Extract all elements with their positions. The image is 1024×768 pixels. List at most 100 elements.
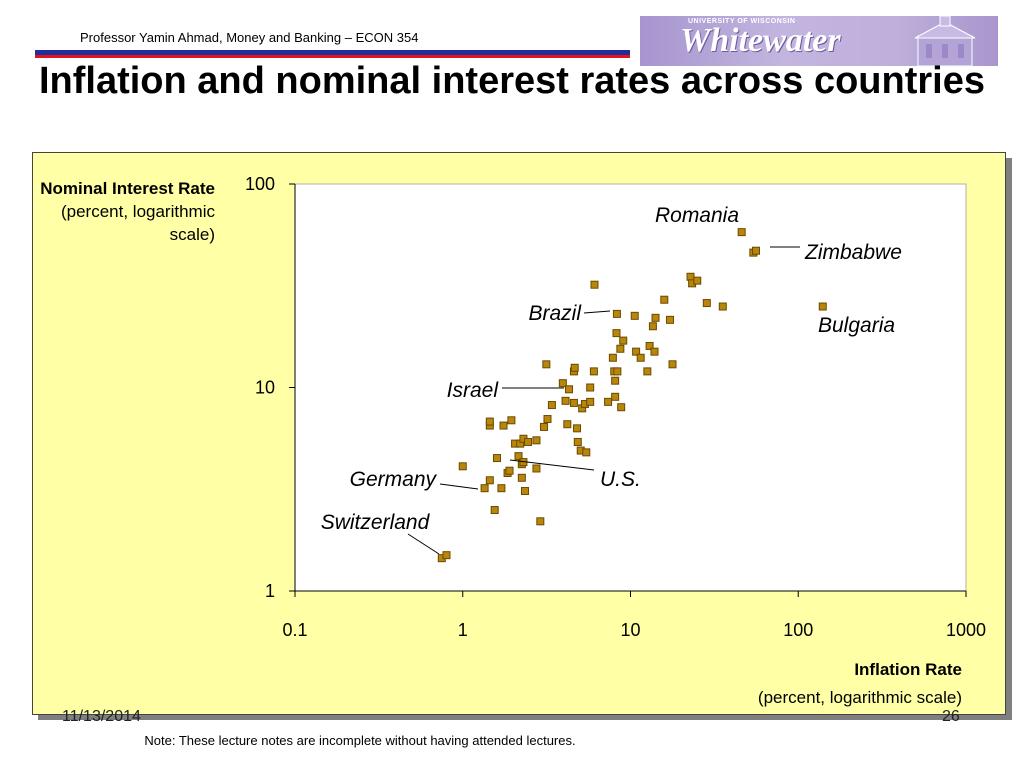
data-point <box>563 420 572 429</box>
data-point <box>666 315 675 324</box>
data-point <box>542 360 551 369</box>
data-point <box>686 272 695 281</box>
data-point <box>611 376 620 385</box>
data-point <box>737 228 746 237</box>
data-point <box>480 484 489 493</box>
data-point <box>612 329 621 338</box>
data-point <box>586 397 595 406</box>
data-point <box>752 246 761 255</box>
annotation-bulgaria: Bulgaria <box>818 314 895 337</box>
data-point <box>632 347 641 356</box>
y-axis-title: Nominal Interest Rate <box>40 179 215 198</box>
data-point <box>492 454 501 463</box>
x-tick-label: 10 <box>620 620 640 640</box>
data-point <box>543 415 552 424</box>
data-point <box>645 341 654 350</box>
course-header: Professor Yamin Ahmad, Money and Banking… <box>80 30 419 45</box>
data-point <box>569 398 578 407</box>
annotation-leader-switzerland <box>407 533 440 555</box>
data-point <box>617 403 626 412</box>
data-point <box>532 436 541 445</box>
data-point <box>651 313 660 322</box>
data-point <box>539 422 548 431</box>
data-point <box>490 506 499 515</box>
x-tick-label: 0.1 <box>282 620 307 640</box>
data-point <box>558 379 567 388</box>
data-point <box>458 462 467 471</box>
logo-wordmark: Whitewater <box>680 22 841 59</box>
data-point <box>573 437 582 446</box>
x-axis-label: Inflation Rate (percent, logarithmic sca… <box>758 656 962 712</box>
data-point <box>619 336 628 345</box>
data-point <box>524 437 533 446</box>
x-axis-subtitle: (percent, logarithmic scale) <box>757 688 962 707</box>
annotation-romania: Romania <box>655 204 739 227</box>
x-tick-label: 1 <box>458 620 468 640</box>
data-point <box>636 353 645 362</box>
annotation-leader-us <box>509 459 595 471</box>
data-point <box>442 551 451 560</box>
data-point <box>660 295 669 304</box>
annotation-brazil: Brazil <box>528 302 582 325</box>
annotation-leader-brazil <box>583 310 611 314</box>
logo-university-text: UNIVERSITY OF WISCONSIN <box>688 18 796 25</box>
data-point <box>570 363 579 372</box>
header-rule-red <box>35 55 630 58</box>
data-point <box>648 322 657 331</box>
slide-title: Inflation and nominal interest rates acr… <box>38 60 985 102</box>
data-point <box>702 299 711 308</box>
data-point <box>630 311 639 320</box>
header-rule-blue <box>35 50 630 55</box>
data-point <box>650 347 659 356</box>
data-point <box>590 280 599 289</box>
data-point <box>608 353 617 362</box>
data-point <box>565 385 574 394</box>
data-point <box>611 392 620 401</box>
data-point <box>589 367 598 376</box>
y-tick-label: 1 <box>265 581 275 601</box>
footer-page-number: 26 <box>942 708 960 725</box>
data-point <box>616 344 625 353</box>
data-point <box>668 360 677 369</box>
data-point <box>643 367 652 376</box>
data-point <box>573 424 582 433</box>
data-point <box>613 367 622 376</box>
data-point <box>485 476 494 485</box>
x-tick-label: 1000 <box>946 620 986 640</box>
data-point <box>517 473 526 482</box>
data-point <box>586 383 595 392</box>
data-point <box>612 309 621 318</box>
annotation-israel: Israel <box>447 379 500 402</box>
data-point <box>499 421 508 430</box>
data-point <box>507 416 516 425</box>
data-point <box>505 466 514 475</box>
building-icon <box>914 16 976 66</box>
data-point <box>536 517 545 526</box>
data-point <box>693 276 702 285</box>
data-point <box>818 302 827 311</box>
data-point <box>561 396 570 405</box>
x-tick-label: 100 <box>783 620 813 640</box>
data-point <box>532 464 541 473</box>
annotation-leader-germany <box>439 483 479 490</box>
y-tick-label: 10 <box>255 378 275 398</box>
data-point <box>547 401 556 410</box>
annotation-germany: Germany <box>350 468 438 491</box>
plot-frame <box>294 183 967 592</box>
data-point <box>718 302 727 311</box>
data-point <box>514 452 523 461</box>
y-tick-label: 100 <box>245 174 275 194</box>
data-point <box>485 417 494 426</box>
annotation-zimbabwe: Zimbabwe <box>804 241 902 264</box>
x-axis-title: Inflation Rate <box>854 660 962 679</box>
footer-note: Note: These lecture notes are incomplete… <box>144 733 576 748</box>
annotation-switzerland: Switzerland <box>321 511 431 534</box>
university-logo: UNIVERSITY OF WISCONSIN Whitewater <box>640 16 998 66</box>
footer-date: 11/13/2014 <box>62 708 141 725</box>
data-point <box>604 397 613 406</box>
data-point <box>582 448 591 457</box>
data-point <box>520 487 529 496</box>
data-point <box>497 484 506 493</box>
y-axis-subtitle: (percent, logarithmic scale) <box>60 202 215 244</box>
